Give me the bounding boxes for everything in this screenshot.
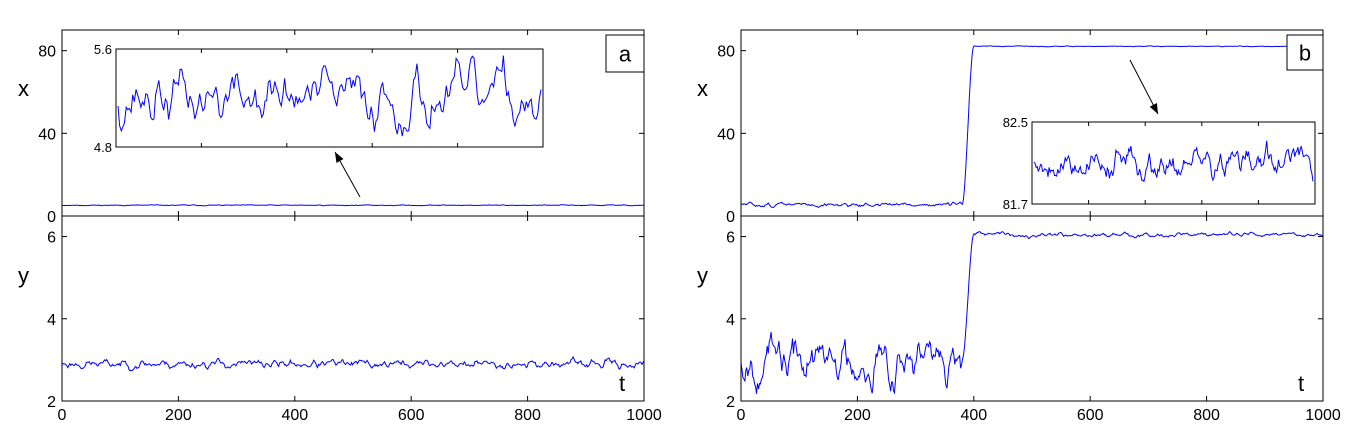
panel-a-xtick-label: 1000 [626,407,662,424]
panel-b-xlabel: t [1298,371,1304,396]
panel-a-bottom-ytick-label: 2 [47,394,56,411]
panel-b-top-ytick-label: 40 [717,126,735,143]
panel-a-inset-frame [115,48,544,148]
panel-a-top-ytick-label: 80 [38,44,56,61]
panel-b-inset-arrow-head [1149,103,1158,114]
panel-a-xtick-label: 400 [281,407,308,424]
panel-a-bottom-ytick-label: 4 [47,312,56,329]
panel-a-inset-ytick-label: 4.8 [94,140,112,155]
panel-a-xtick-label: 0 [58,407,67,424]
panel-b-xtick-label: 400 [960,407,987,424]
panel-b-xtick-label: 200 [844,407,871,424]
panel-b-bottom-ytick-label: 6 [726,230,735,247]
panel-a-bottom-series-line [61,355,645,372]
panel-b-bottom-series-line [740,230,1324,395]
panel-a-inset-arrow-head [335,152,344,163]
panel-b-inset-ytick-label: 82.5 [1003,115,1028,130]
panel-b-top-series-line [740,45,1323,209]
panel-a-xtick-label: 200 [165,407,192,424]
panel-a-xtick-label: 800 [514,407,541,424]
panel-a-inset-ytick-label: 5.6 [94,42,112,57]
panel-b-inset-series-line [1033,140,1314,183]
panel-b-panel-letter: b [1299,41,1311,66]
panel-b-bottom-ytick-label: 2 [726,394,735,411]
panel-b-top-ylabel: x [697,76,708,101]
panel-a-inset-series-line [117,55,542,137]
panel-a-panel-letter: a [619,42,632,67]
panel-b-top-ytick-label: 80 [717,44,735,61]
panel-a-top-ytick-label: 0 [47,209,56,226]
panel-b-xtick-label: 800 [1193,407,1220,424]
panel-a-top-ytick-label: 40 [38,126,56,143]
panel-b-top-ytick-label: 0 [726,209,735,226]
panel-b-xtick-label: 600 [1077,407,1104,424]
panel-a-xtick-label: 600 [398,407,425,424]
panel-b-bottom-axes-frame [740,215,1324,402]
panel-b-bottom-ylabel: y [697,263,708,288]
panel-b-xtick-label: 0 [737,407,746,424]
panel-a-bottom-ytick-label: 6 [47,230,56,247]
panel-a-bottom-ylabel: y [18,263,29,288]
panel-b-letter-box [1286,34,1324,71]
panel-a-letter-box [605,34,645,73]
panel-a-xlabel: t [619,371,625,396]
panel-b-xtick-label: 1000 [1305,407,1341,424]
panel-a-bottom-axes-frame [61,215,645,402]
panel-a-top-ylabel: x [18,76,29,101]
panel-b-inset-ytick-label: 81.7 [1003,197,1028,212]
panel-b-bottom-ytick-label: 4 [726,312,735,329]
panel-a-top-series-line [62,204,644,207]
